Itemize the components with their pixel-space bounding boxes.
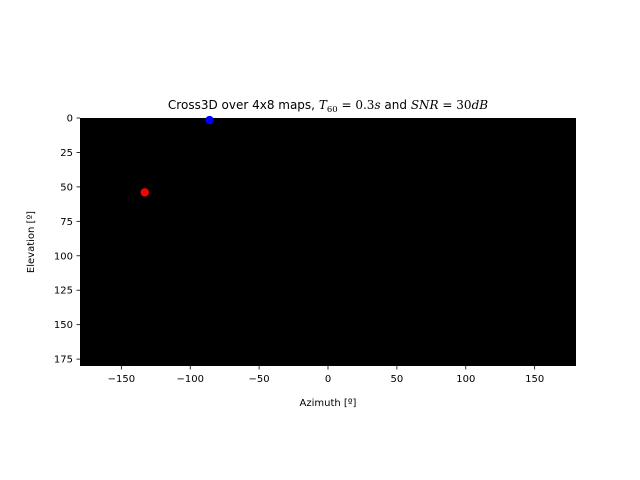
chart-title: Cross3D over 4x8 maps, T60 = 0.3s and SN…	[168, 98, 488, 115]
data-point	[205, 115, 214, 125]
y-tick-label: 125	[54, 286, 73, 297]
y-tick-label: 150	[54, 320, 73, 331]
y-tick-label: 50	[60, 182, 73, 193]
y-tick-label: 75	[60, 217, 73, 228]
x-tick-label: −150	[108, 374, 135, 385]
x-tick-label: −50	[249, 374, 270, 385]
x-tick-label: 0	[325, 374, 331, 385]
x-axis-label: Azimuth [º]	[300, 398, 357, 409]
plot-area	[80, 118, 576, 366]
y-tick-label: 0	[67, 114, 73, 125]
data-point	[140, 188, 149, 197]
y-tick-label: 100	[54, 251, 73, 262]
y-axis-label: Elevation [º]	[26, 211, 37, 273]
y-tick-label: 25	[60, 148, 73, 159]
x-tick-label: 50	[391, 374, 404, 385]
x-tick-label: 150	[525, 374, 544, 385]
x-tick-label: −100	[176, 374, 203, 385]
x-tick-label: 100	[456, 374, 475, 385]
y-tick-label: 175	[54, 355, 73, 366]
